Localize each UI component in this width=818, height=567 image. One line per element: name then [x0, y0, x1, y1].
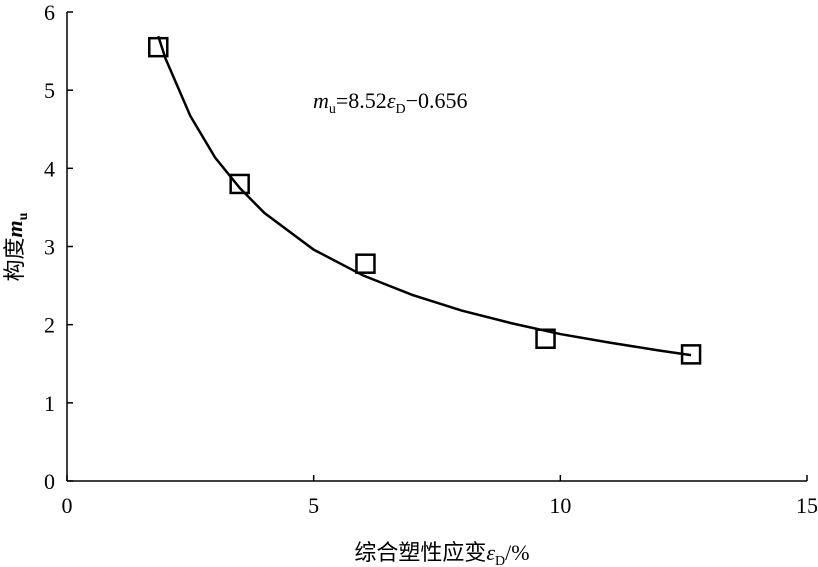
y-tick-label: 2	[44, 313, 55, 338]
fit-equation: mu=8.52εD−0.656	[313, 88, 468, 117]
y-tick-label: 5	[44, 78, 55, 103]
y-axis-label: 构度mu	[2, 212, 31, 281]
data-point	[229, 173, 250, 195]
eq-exp: −0.656	[406, 88, 468, 113]
fit-curve	[157, 35, 692, 357]
eq-m: m	[313, 88, 329, 113]
x-tick-label: 15	[796, 493, 818, 518]
x-tick-label: 10	[549, 493, 571, 518]
x-tick-label: 5	[308, 493, 319, 518]
y-tick-label: 0	[44, 469, 55, 494]
x-tick-label: 0	[62, 493, 73, 518]
x-label-subscript: D	[495, 554, 505, 567]
eq-sub-d: D	[395, 102, 405, 117]
x-label-unit: /%	[505, 540, 529, 565]
y-label-text: 构度	[2, 237, 27, 281]
y-tick-label: 6	[44, 0, 55, 25]
eq-coef: =8.52	[336, 88, 387, 113]
y-tick-label: 3	[44, 235, 55, 260]
x-label-text: 综合塑性应变	[354, 540, 486, 565]
eq-sub-u: u	[329, 102, 336, 117]
x-axis-label: 综合塑性应变εD/%	[354, 540, 529, 567]
x-label-symbol: ε	[486, 540, 495, 565]
y-tick-label: 1	[44, 391, 55, 416]
y-label-symbol: m	[2, 220, 27, 237]
data-point	[355, 253, 376, 274]
eq-eps: ε	[387, 88, 396, 113]
y-label-subscript: u	[16, 212, 31, 220]
y-tick-label: 4	[44, 156, 55, 181]
